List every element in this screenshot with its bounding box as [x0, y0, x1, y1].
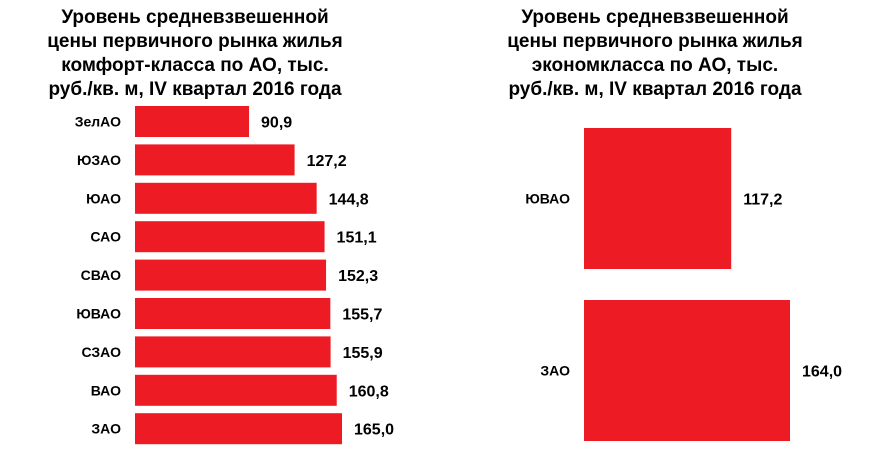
- bar: [135, 106, 250, 137]
- bar: [135, 144, 295, 176]
- bar: [135, 182, 317, 214]
- bar: [135, 298, 331, 329]
- value-label: 155,7: [342, 307, 382, 324]
- category-label: СЗАО: [81, 344, 121, 360]
- chart-title: Уровень средневзвешенной цены первичного…: [47, 7, 343, 100]
- chart-title: Уровень средневзвешенной цены первичного…: [507, 7, 803, 100]
- value-label: 117,2: [743, 192, 782, 209]
- category-label: ЗАО: [91, 421, 121, 437]
- category-label: ЮВАО: [76, 306, 121, 322]
- category-label: ЮЗАО: [77, 152, 121, 168]
- bar: [135, 336, 331, 368]
- value-label: 165,0: [354, 422, 394, 439]
- chart-comfort-class: Уровень средневзвешенной цены первичного…: [0, 0, 430, 464]
- category-label: ЮАО: [86, 190, 121, 206]
- bar: [584, 300, 790, 441]
- bar: [135, 413, 342, 445]
- bar: [135, 259, 327, 291]
- value-label: 90,9: [261, 115, 292, 132]
- bar-plot: ЗелАО 90,9 ЮЗАО 127,2 ЮАО 144,8 САО 151,1 СВАО 15…: [75, 106, 394, 445]
- chart-economy-class: Уровень средневзвешенной цены первичного…: [440, 0, 877, 464]
- value-label: 152,3: [338, 268, 378, 285]
- category-label: СВАО: [81, 267, 121, 283]
- category-label: САО: [90, 229, 121, 245]
- category-label: ВАО: [91, 382, 121, 398]
- value-label: 127,2: [307, 153, 347, 170]
- bar-plot: ЮВАО 117,2 ЗАО 164,0: [525, 128, 842, 441]
- value-label: 160,8: [349, 383, 389, 400]
- value-label: 151,1: [337, 230, 377, 247]
- category-label: ЗАО: [540, 363, 570, 379]
- category-label: ЗелАО: [75, 114, 121, 130]
- value-label: 164,0: [802, 364, 842, 381]
- bar: [135, 221, 325, 253]
- bar: [135, 374, 337, 406]
- value-label: 155,9: [343, 345, 383, 362]
- category-label: ЮВАО: [525, 191, 570, 207]
- value-label: 144,8: [329, 191, 369, 208]
- bar: [584, 128, 732, 269]
